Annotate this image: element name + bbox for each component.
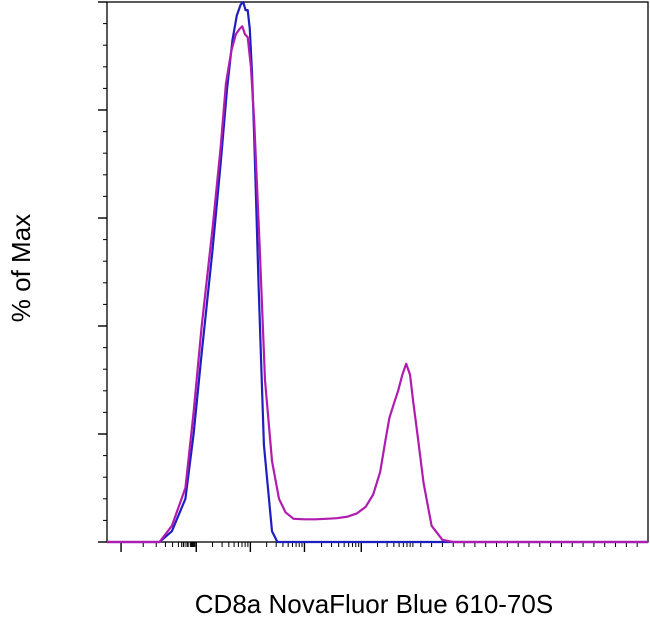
x-axis-ticks xyxy=(120,542,638,552)
series-layer xyxy=(107,0,648,544)
series-line-2 xyxy=(107,25,648,544)
y-axis-ticks xyxy=(98,1,107,543)
plot-area-frame xyxy=(106,1,649,543)
y-axis-title: % of Max xyxy=(6,214,36,322)
series-line-1 xyxy=(107,0,648,544)
x-axis-title: CD8a NovaFluor Blue 610-70S xyxy=(195,589,553,619)
